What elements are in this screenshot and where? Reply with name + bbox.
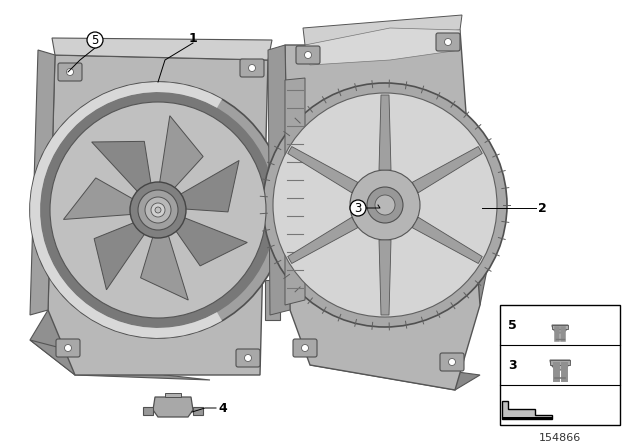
- FancyBboxPatch shape: [440, 353, 464, 371]
- Polygon shape: [30, 82, 222, 338]
- Polygon shape: [412, 217, 483, 263]
- Polygon shape: [468, 182, 488, 238]
- FancyBboxPatch shape: [236, 349, 260, 367]
- Polygon shape: [288, 146, 358, 193]
- Circle shape: [367, 187, 403, 223]
- Polygon shape: [94, 221, 148, 290]
- Polygon shape: [52, 38, 272, 60]
- FancyBboxPatch shape: [240, 59, 264, 77]
- Circle shape: [301, 345, 308, 352]
- Polygon shape: [159, 116, 203, 192]
- Polygon shape: [165, 393, 181, 397]
- Circle shape: [449, 358, 456, 366]
- Circle shape: [151, 203, 165, 217]
- Polygon shape: [288, 217, 358, 263]
- Text: 4: 4: [218, 401, 227, 414]
- Circle shape: [445, 39, 451, 46]
- FancyBboxPatch shape: [296, 46, 320, 64]
- Circle shape: [350, 170, 420, 240]
- Polygon shape: [379, 240, 391, 315]
- Circle shape: [305, 52, 312, 59]
- Circle shape: [138, 190, 178, 230]
- FancyBboxPatch shape: [550, 360, 570, 365]
- Text: 5: 5: [92, 34, 99, 47]
- Polygon shape: [173, 215, 247, 266]
- Text: 154866: 154866: [539, 433, 581, 443]
- FancyBboxPatch shape: [436, 33, 460, 51]
- Circle shape: [273, 93, 497, 317]
- Circle shape: [248, 65, 255, 72]
- Polygon shape: [412, 146, 483, 193]
- Polygon shape: [193, 407, 203, 415]
- Circle shape: [145, 197, 171, 223]
- Polygon shape: [63, 178, 138, 220]
- FancyBboxPatch shape: [58, 63, 82, 81]
- FancyBboxPatch shape: [500, 305, 620, 425]
- Circle shape: [40, 92, 276, 328]
- Polygon shape: [265, 280, 280, 320]
- Polygon shape: [268, 45, 290, 315]
- Polygon shape: [379, 95, 391, 170]
- Polygon shape: [285, 30, 480, 390]
- Circle shape: [263, 83, 507, 327]
- Circle shape: [30, 82, 286, 338]
- Polygon shape: [30, 340, 210, 380]
- Polygon shape: [460, 200, 500, 305]
- Circle shape: [375, 195, 395, 215]
- Polygon shape: [153, 397, 193, 417]
- Text: 3: 3: [355, 202, 362, 215]
- Circle shape: [65, 345, 72, 352]
- Circle shape: [50, 102, 266, 318]
- Wedge shape: [550, 360, 570, 370]
- FancyBboxPatch shape: [552, 325, 568, 329]
- Circle shape: [87, 32, 103, 48]
- Polygon shape: [143, 407, 153, 415]
- Circle shape: [130, 182, 186, 238]
- Wedge shape: [552, 325, 568, 333]
- Polygon shape: [502, 417, 552, 419]
- Circle shape: [155, 207, 161, 213]
- Text: 3: 3: [508, 358, 516, 371]
- Polygon shape: [305, 28, 460, 65]
- FancyBboxPatch shape: [56, 339, 80, 357]
- Polygon shape: [303, 15, 462, 45]
- Polygon shape: [310, 355, 480, 390]
- Text: 2: 2: [538, 202, 547, 215]
- Text: 1: 1: [189, 31, 197, 44]
- Polygon shape: [502, 401, 552, 419]
- Polygon shape: [30, 50, 55, 315]
- Polygon shape: [48, 55, 268, 375]
- Polygon shape: [285, 78, 305, 305]
- Circle shape: [244, 354, 252, 362]
- Text: 5: 5: [508, 319, 516, 332]
- Polygon shape: [176, 160, 239, 212]
- Circle shape: [67, 69, 74, 76]
- Polygon shape: [141, 230, 188, 300]
- Polygon shape: [30, 310, 90, 375]
- FancyBboxPatch shape: [293, 339, 317, 357]
- Polygon shape: [92, 142, 152, 196]
- Circle shape: [350, 200, 366, 216]
